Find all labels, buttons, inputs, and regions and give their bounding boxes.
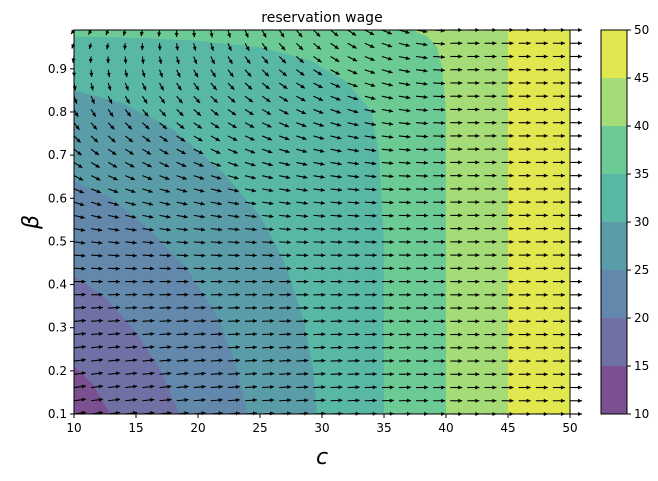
quiver-arrow — [570, 293, 582, 297]
quiver-arrow — [570, 372, 582, 376]
quiver-arrow — [570, 41, 582, 45]
quiver-arrow — [570, 280, 582, 284]
x-axis-label: c — [316, 445, 328, 470]
quiver-arrow — [570, 147, 582, 151]
x-tick-label: 20 — [190, 421, 205, 435]
quiver-arrow — [570, 107, 582, 111]
x-tick-label: 25 — [252, 421, 267, 435]
colorbar-tick-label: 45 — [634, 71, 649, 85]
x-tick-label: 45 — [500, 421, 515, 435]
colorbar: 10 15 20 25 30 35 40 45 50 — [601, 23, 649, 421]
chart-title: reservation wage — [261, 10, 382, 26]
quiver-arrow — [570, 412, 582, 416]
x-tick-label: 40 — [438, 421, 453, 435]
colorbar-band — [601, 366, 627, 414]
quiver-arrow — [570, 346, 582, 350]
x-tick-label: 50 — [562, 421, 577, 435]
colorbar-band — [601, 318, 627, 366]
x-axis: 10 15 20 25 30 35 40 45 50 — [66, 414, 577, 435]
quiver-arrow — [570, 306, 582, 310]
colorbar-tick-label: 25 — [634, 263, 649, 277]
colorbar-band — [601, 174, 627, 222]
colorbar-band — [601, 30, 627, 78]
y-tick-label: 0.4 — [48, 278, 67, 292]
quiver-arrow — [570, 121, 582, 125]
y-tick-label: 0.2 — [48, 364, 67, 378]
quiver-arrow — [570, 253, 582, 257]
colorbar-band — [601, 78, 627, 126]
quiver-arrow — [570, 54, 582, 58]
colorbar-band — [601, 222, 627, 270]
y-tick-label: 0.5 — [48, 234, 67, 248]
y-tick-label: 0.3 — [48, 321, 67, 335]
quiver-arrow — [570, 213, 582, 217]
quiver-arrow — [570, 81, 582, 85]
quiver-arrow — [570, 160, 582, 164]
colorbar-tick-label: 40 — [634, 119, 649, 133]
x-tick-label: 15 — [128, 421, 143, 435]
y-tick-label: 0.7 — [48, 148, 67, 162]
quiver-arrow — [570, 200, 582, 204]
y-tick-label: 0.1 — [48, 407, 67, 421]
contour-band-7 — [508, 30, 570, 414]
y-axis: 0.1 0.2 0.3 0.4 0.5 0.6 0.7 0.8 0.9 — [48, 62, 74, 421]
y-axis-label: β — [19, 215, 44, 230]
quiver-arrow — [570, 359, 582, 363]
colorbar-tick-label: 30 — [634, 215, 649, 229]
x-tick-label: 10 — [66, 421, 81, 435]
quiver-arrow — [570, 266, 582, 270]
quiver-arrow — [570, 240, 582, 244]
quiver-arrow — [570, 187, 582, 191]
x-tick-label: 35 — [376, 421, 391, 435]
quiver-arrow — [570, 174, 582, 178]
quiver-arrow — [570, 134, 582, 138]
quiver-arrow — [570, 386, 582, 390]
quiver-arrow — [570, 68, 582, 72]
quiver-arrow — [570, 28, 582, 32]
y-tick-label: 0.9 — [48, 62, 67, 76]
colorbar-tick-label: 15 — [634, 359, 649, 373]
quiver-arrow — [570, 333, 582, 337]
colorbar-tick-label: 50 — [634, 23, 649, 37]
y-tick-label: 0.8 — [48, 105, 67, 119]
x-tick-label: 30 — [314, 421, 329, 435]
colorbar-tick-label: 20 — [634, 311, 649, 325]
colorbar-band — [601, 270, 627, 318]
quiver-arrow — [570, 94, 582, 98]
quiver-arrow — [570, 319, 582, 323]
colorbar-tick-label: 10 — [634, 407, 649, 421]
y-tick-label: 0.6 — [48, 191, 67, 205]
quiver-arrow — [570, 399, 582, 403]
colorbar-tick-label: 35 — [634, 167, 649, 181]
quiver-arrow — [570, 227, 582, 231]
colorbar-band — [601, 126, 627, 174]
